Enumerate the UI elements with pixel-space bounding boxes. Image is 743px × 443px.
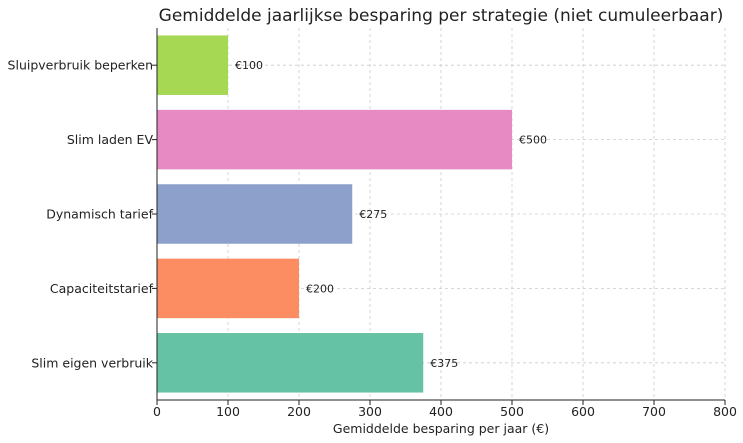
x-tick-label: 800 (713, 404, 737, 419)
y-category-label: Slim eigen verbruik (31, 355, 153, 370)
y-category-label: Slim laden EV (67, 132, 154, 147)
x-tick-label: 700 (642, 404, 666, 419)
bar-value-label: €100 (235, 59, 263, 72)
bar (157, 109, 512, 170)
bar (157, 184, 353, 244)
x-tick-label: 0 (153, 404, 161, 419)
x-tick-label: 600 (571, 404, 595, 419)
y-category-label: Sluipverbruik beperken (8, 58, 153, 73)
x-axis-label: Gemiddelde besparing per jaar (€) (333, 421, 549, 436)
bar-value-label: €275 (359, 208, 387, 221)
x-ticks: 0 100 200 300 400 500 600 700 800 (153, 400, 737, 419)
y-categories: Sluipverbruik beperken Slim laden EV Dynam… (8, 58, 157, 370)
bar-value-label: €500 (519, 134, 547, 147)
bars (157, 35, 512, 393)
y-category-label: Dynamisch tarief (46, 207, 153, 222)
bar (157, 35, 228, 95)
bar (157, 333, 424, 393)
x-tick-label: 500 (500, 404, 524, 419)
chart-title: Gemiddelde jaarlijkse besparing per stra… (159, 6, 724, 26)
bar-value-label: €200 (306, 282, 334, 295)
bar-value-label: €375 (430, 357, 458, 370)
y-category-label: Capaciteitstarief (50, 281, 154, 296)
x-tick-label: 100 (216, 404, 240, 419)
x-tick-label: 400 (429, 404, 453, 419)
value-labels: €100 €500 €275 €200 €375 (235, 59, 547, 370)
bar (157, 258, 299, 319)
x-tick-label: 200 (287, 404, 311, 419)
x-tick-label: 300 (358, 404, 382, 419)
